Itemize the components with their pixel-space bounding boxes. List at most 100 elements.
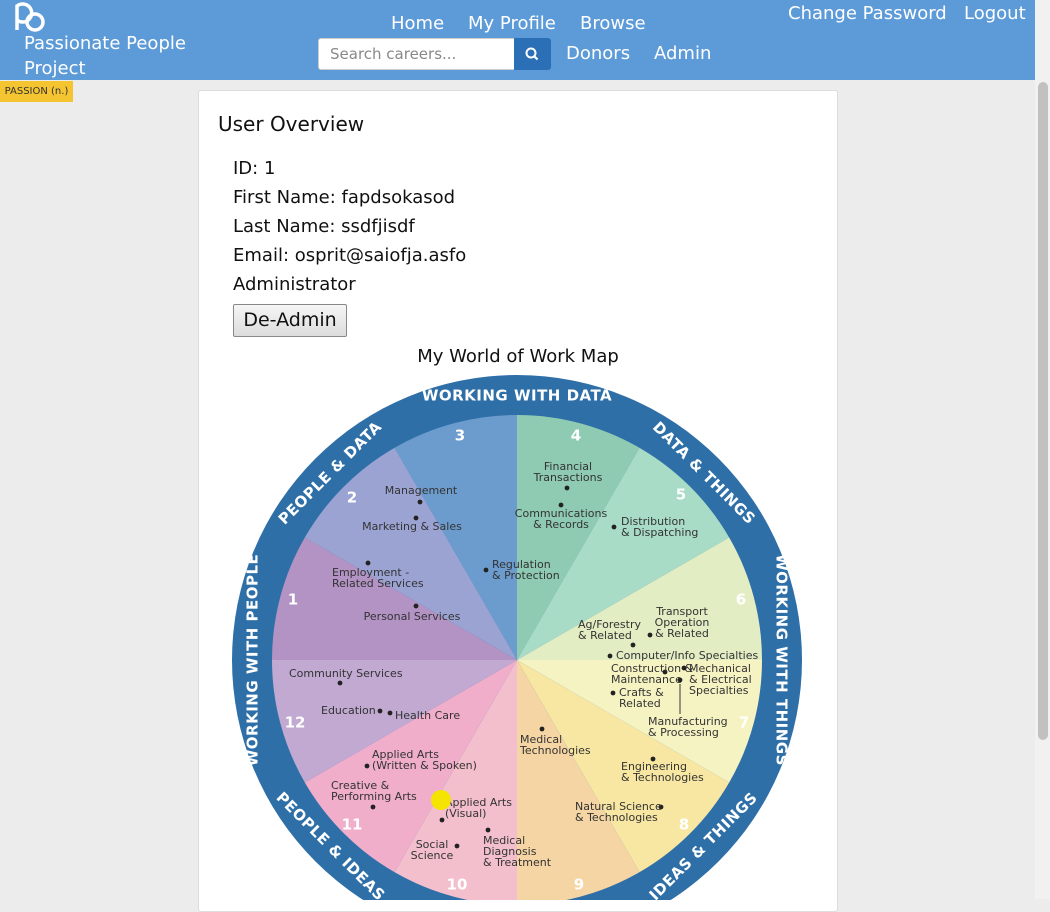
career-dot [365, 560, 371, 566]
search-button[interactable] [514, 38, 551, 70]
career-dot [650, 756, 656, 762]
career-label: Community Services [289, 667, 403, 680]
career-label: Ag/Forestry [578, 618, 641, 631]
user-field: Last Name: ssdfjisdf [233, 216, 415, 237]
career-label: Maintenance [611, 673, 682, 686]
career-dot [387, 710, 393, 716]
scrollbar-thumb[interactable] [1038, 82, 1048, 740]
nav-link[interactable]: Browse [580, 13, 646, 34]
career-dot [558, 502, 564, 508]
career-label: Engineering [621, 760, 687, 773]
career-dot [647, 632, 653, 638]
map-region [517, 660, 762, 783]
career-label: Performing Arts [331, 790, 417, 803]
region-number: 1 [288, 591, 298, 609]
user-field: First Name: fapdsokasod [233, 187, 456, 208]
career-label: & Treatment [483, 856, 552, 869]
career-label: & Processing [648, 726, 719, 739]
search-input[interactable]: Search careers... [318, 38, 515, 70]
region-number: 9 [574, 876, 584, 894]
career-dot [610, 690, 616, 696]
nav-link[interactable]: Logout [964, 3, 1026, 24]
career-label: Computer/Info Specialties [616, 649, 758, 662]
career-label: Employment - [332, 566, 409, 579]
career-dot [439, 817, 445, 823]
career-label: & Protection [492, 569, 560, 582]
career-label: Health Care [395, 709, 460, 722]
map-region [304, 660, 517, 873]
map-region [517, 660, 640, 900]
career-dot [337, 680, 343, 686]
career-dot [413, 515, 419, 521]
career-dot [370, 804, 376, 810]
career-dot [658, 804, 664, 810]
career-dot [564, 485, 570, 491]
nav-link[interactable]: Home [391, 13, 445, 34]
career-label: Education [321, 704, 376, 717]
career-label: Applied Arts [372, 748, 439, 761]
map-region [517, 415, 640, 660]
map-title: My World of Work Map [417, 346, 619, 367]
region-number: 12 [285, 714, 306, 732]
career-dot [413, 603, 419, 609]
career-label: Financial [544, 460, 592, 473]
nav-link[interactable]: Donors [566, 43, 631, 64]
nav-link[interactable]: Admin [654, 43, 712, 64]
career-dot [417, 499, 423, 505]
career-label: (Visual) [445, 807, 486, 820]
career-label: & Technologies [575, 811, 658, 824]
career-label: Specialties [689, 684, 749, 697]
career-dot [662, 669, 668, 675]
career-label: (Written & Spoken) [372, 759, 477, 772]
career-dot [364, 763, 370, 769]
user-field: Administrator [233, 274, 356, 295]
region-number: 10 [447, 876, 468, 894]
region-number: 5 [676, 486, 686, 504]
card: User Overview ID: 1 First Name: fapdsoka… [198, 90, 838, 912]
region-number: 2 [347, 489, 357, 507]
map-region [517, 537, 762, 660]
card-title: User Overview [218, 112, 365, 136]
career-label: Transactions [533, 471, 603, 484]
career-label: & Related [655, 627, 709, 640]
career-label: & Technologies [621, 771, 704, 784]
career-dot [611, 524, 617, 530]
career-label: Natural Science [575, 800, 662, 813]
nav-link[interactable]: My Profile [468, 13, 556, 34]
career-label: Regulation [492, 558, 551, 571]
career-label: Diagnosis [483, 845, 537, 858]
region-number: 7 [739, 714, 749, 732]
map-region [517, 660, 730, 873]
map-region [272, 660, 517, 783]
map-region [517, 447, 730, 660]
career-label: Medical [483, 834, 525, 847]
career-label: Mechanical [689, 662, 751, 675]
career-label: Related [619, 697, 661, 710]
de-admin-button[interactable]: De-Admin [233, 304, 347, 337]
career-label: & Related [578, 629, 632, 642]
ring-label: WORKING WITH DATA [422, 387, 612, 405]
ring-label: WORKING WITH THINGS [773, 554, 791, 766]
user-marker [431, 790, 451, 810]
logo[interactable] [14, 2, 48, 32]
map-region [394, 415, 517, 660]
career-dot [677, 677, 683, 683]
career-dot [454, 843, 460, 849]
map-region [394, 660, 517, 900]
career-label: Creative & [331, 779, 390, 792]
nav-link[interactable]: Change Password [788, 3, 947, 24]
career-label: Medical [520, 733, 562, 746]
brand[interactable]: Passionate People Project [24, 33, 186, 79]
region-number: 6 [736, 591, 746, 609]
career-label: Marketing & Sales [362, 520, 462, 533]
career-label: Manufacturing [648, 715, 728, 728]
map-region [272, 537, 517, 660]
career-dot [485, 827, 491, 833]
career-label: Transport [655, 605, 708, 618]
career-label: & Records [533, 518, 589, 531]
career-label: Science [411, 849, 454, 862]
career-label: Management [385, 484, 458, 497]
